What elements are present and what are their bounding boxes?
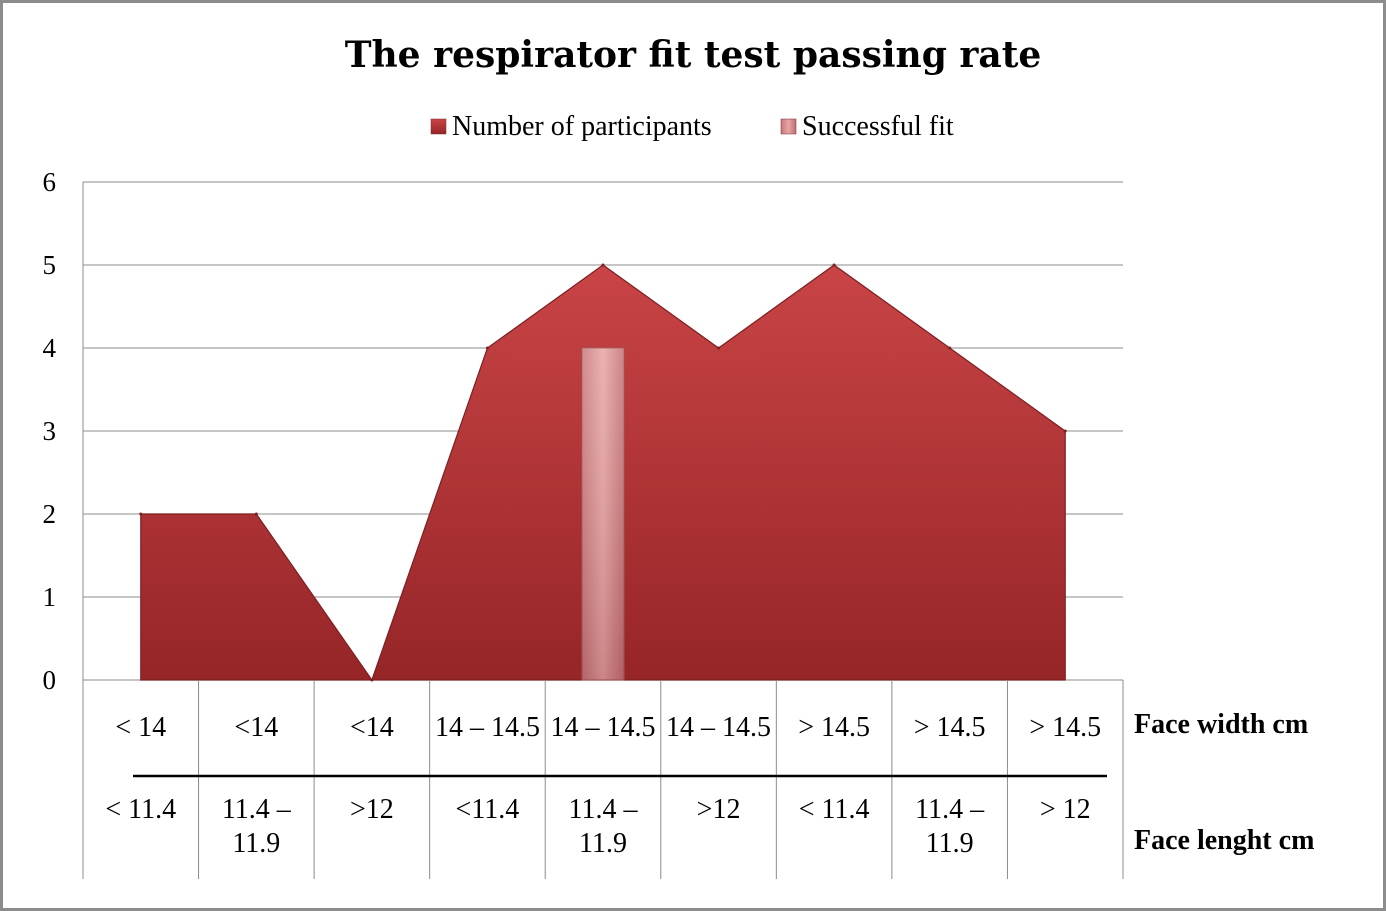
y-tick-label: 2 bbox=[43, 499, 57, 529]
participants-point bbox=[139, 512, 143, 516]
y-tick-label: 4 bbox=[43, 333, 57, 363]
legend-label-1: Number of participants bbox=[452, 111, 712, 142]
successful-fit-bar-shade bbox=[582, 348, 624, 680]
face-length-label: >12 bbox=[350, 794, 394, 825]
face-length-label: 11.9 bbox=[579, 828, 627, 859]
participants-point bbox=[254, 512, 258, 516]
y-tick-label: 1 bbox=[43, 582, 57, 612]
face-length-label: 11.9 bbox=[926, 828, 974, 859]
row-label-width: Face width cm bbox=[1134, 709, 1308, 740]
face-length-label: >12 bbox=[697, 794, 741, 825]
face-width-label: <14 bbox=[350, 712, 394, 743]
legend: Number of participants Successful fit bbox=[430, 111, 954, 142]
y-axis: 0 1 2 3 4 5 6 bbox=[43, 167, 57, 695]
face-length-label: 11.4 – bbox=[569, 794, 639, 825]
y-tick-label: 5 bbox=[43, 250, 57, 280]
y-tick-label: 0 bbox=[43, 665, 57, 695]
legend-label-2: Successful fit bbox=[802, 111, 954, 142]
face-length-label: 11.4 – bbox=[915, 794, 985, 825]
participants-point bbox=[370, 678, 374, 682]
face-length-label: < 11.4 bbox=[799, 794, 870, 825]
face-width-label: < 14 bbox=[115, 712, 166, 743]
row-label-length: Face lenght cm bbox=[1134, 825, 1314, 856]
participants-point bbox=[832, 263, 836, 267]
legend-swatch-1 bbox=[430, 118, 447, 135]
chart-title: The respirator fit test passing rate bbox=[345, 34, 1042, 76]
face-length-label: < 11.4 bbox=[105, 794, 176, 825]
face-width-label: > 14.5 bbox=[798, 712, 870, 743]
face-width-label: <14 bbox=[234, 712, 278, 743]
participants-point bbox=[601, 263, 605, 267]
legend-swatch-2 bbox=[780, 118, 797, 135]
face-length-label: 11.4 – bbox=[222, 794, 292, 825]
y-tick-label: 3 bbox=[43, 416, 57, 446]
face-width-label: 14 – 14.5 bbox=[551, 712, 656, 743]
face-width-label: > 14.5 bbox=[914, 712, 986, 743]
face-width-label: 14 – 14.5 bbox=[666, 712, 771, 743]
face-width-label: 14 – 14.5 bbox=[435, 712, 540, 743]
face-length-label: 11.9 bbox=[232, 828, 280, 859]
participants-point bbox=[717, 346, 721, 350]
chart-svg: The respirator fit test passing rate Num… bbox=[43, 34, 1314, 879]
participants-point bbox=[948, 346, 952, 350]
y-tick-label: 6 bbox=[43, 167, 57, 197]
face-width-label: > 14.5 bbox=[1029, 712, 1101, 743]
participants-point bbox=[1063, 429, 1067, 433]
participants-point bbox=[485, 346, 489, 350]
plot-area bbox=[139, 263, 1067, 682]
face-length-label: > 12 bbox=[1040, 794, 1091, 825]
face-length-label: <11.4 bbox=[456, 794, 520, 825]
